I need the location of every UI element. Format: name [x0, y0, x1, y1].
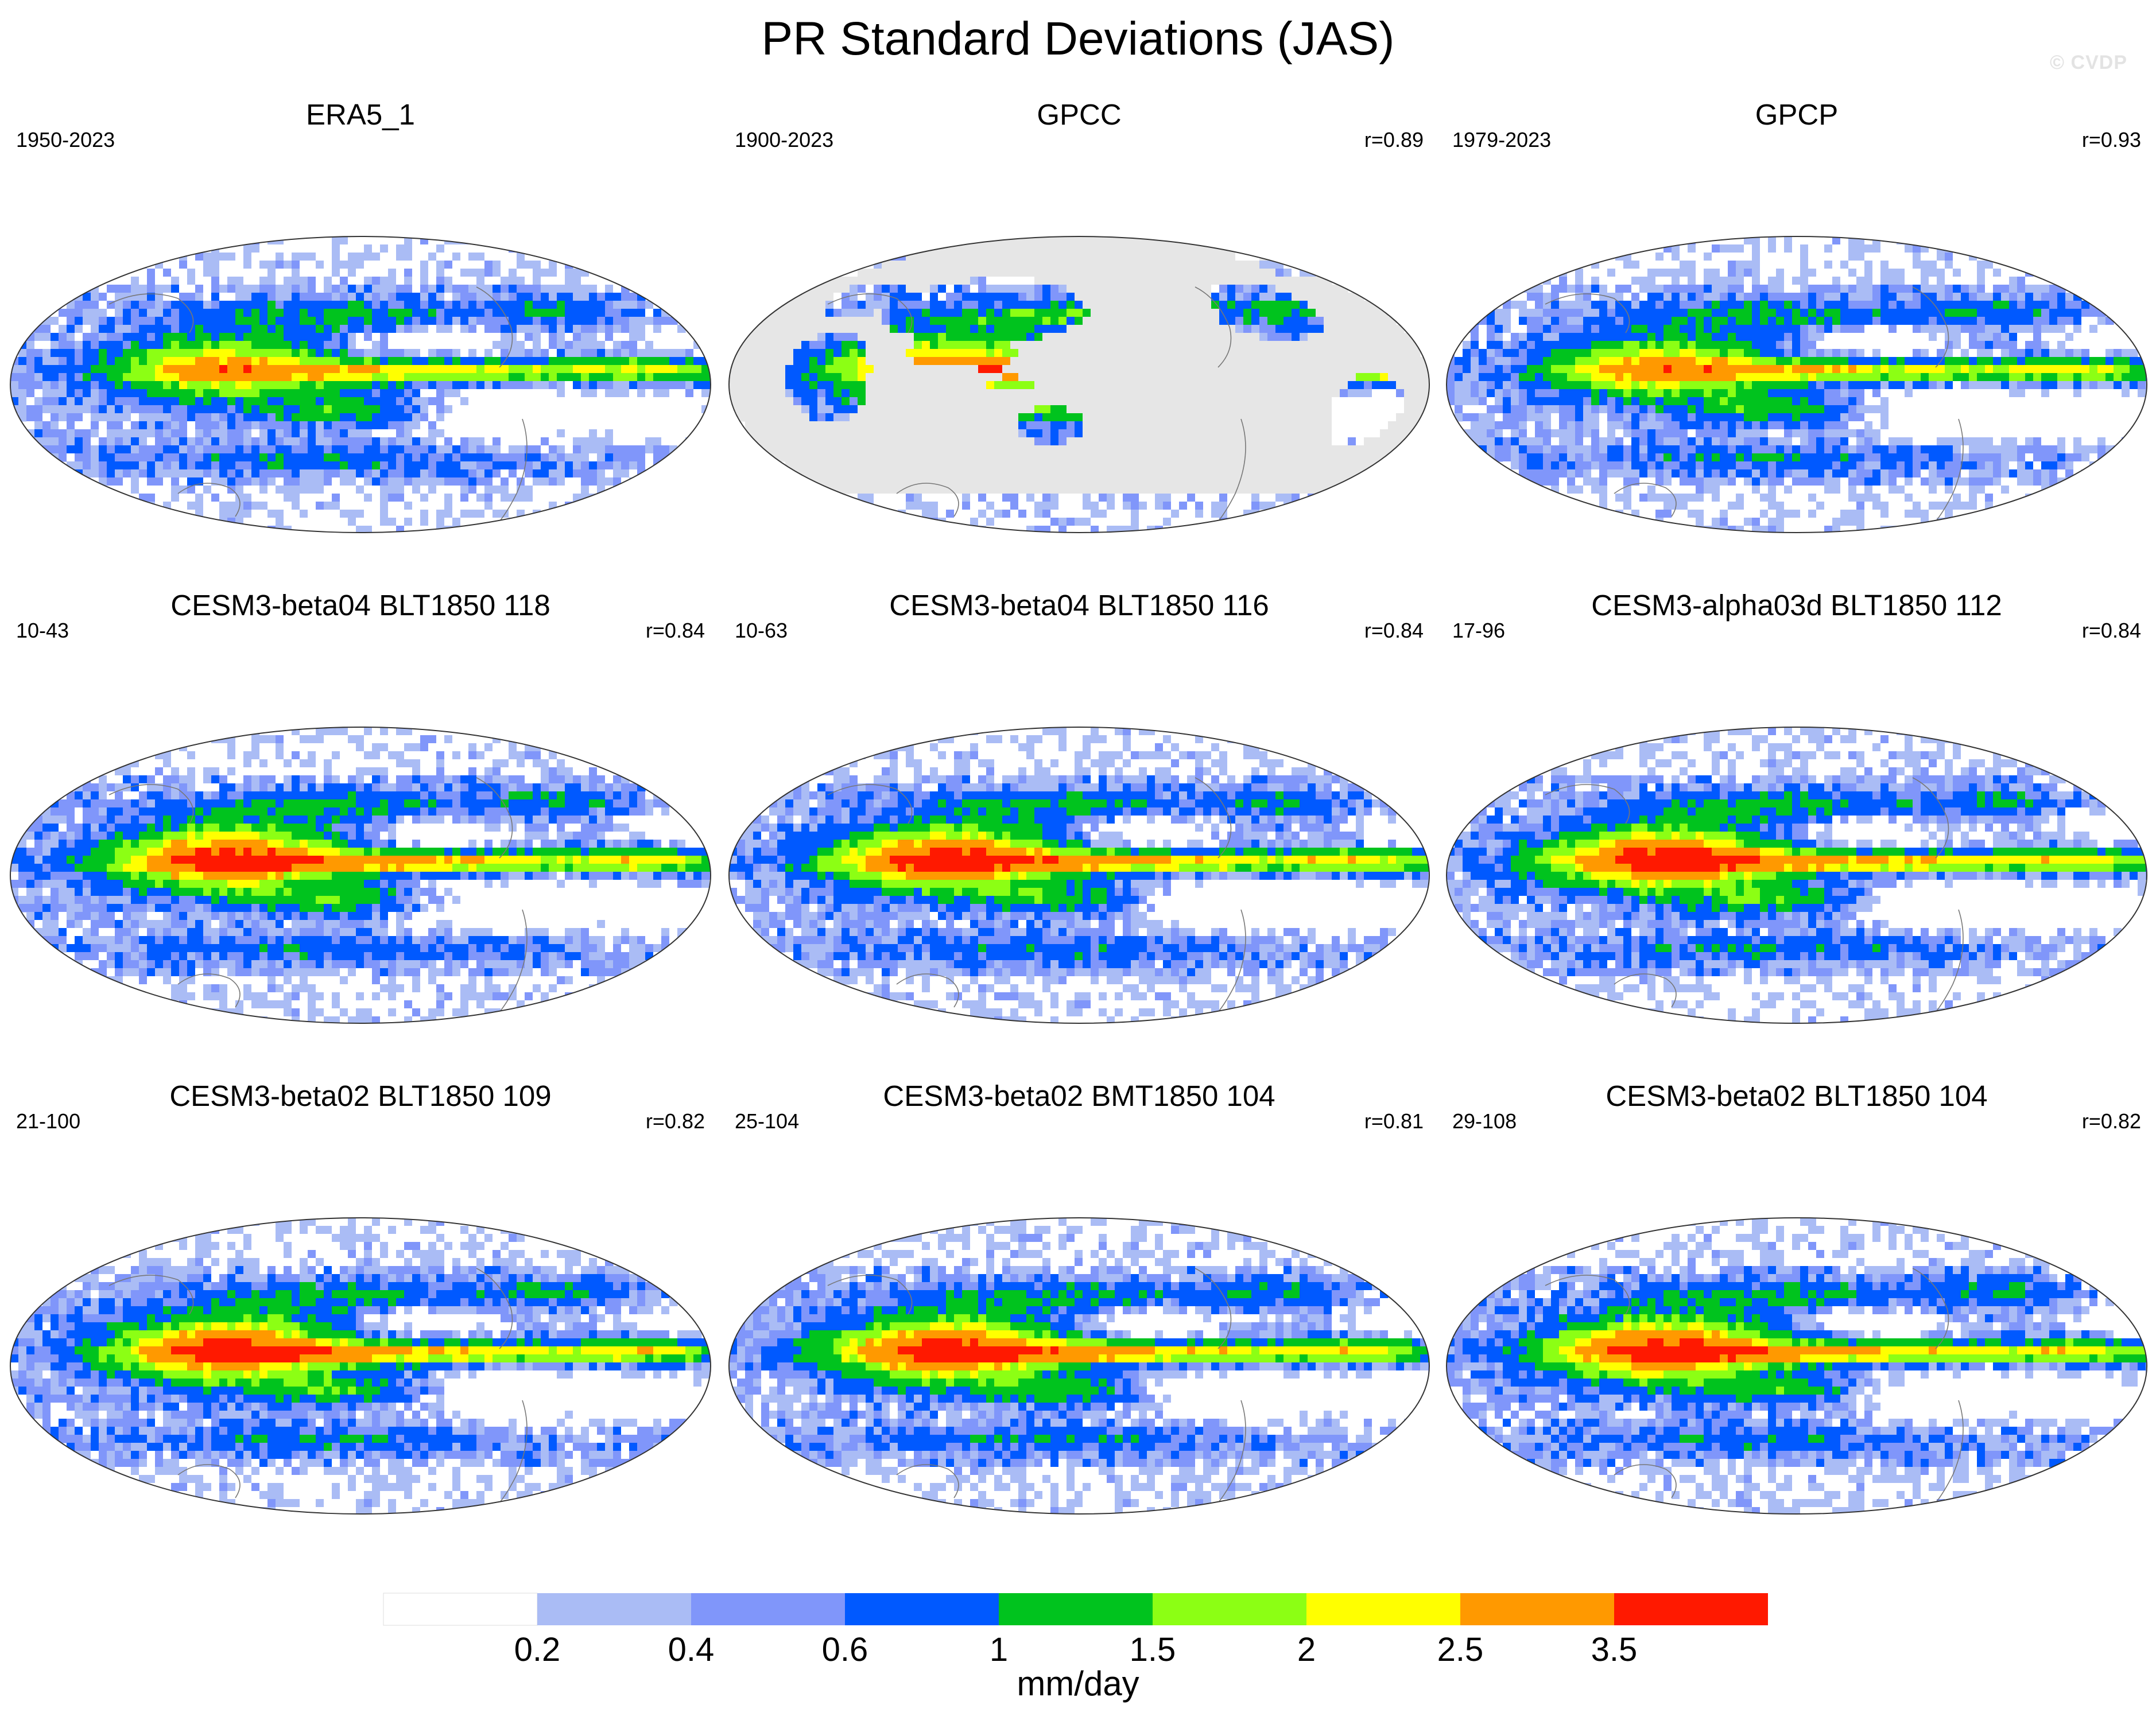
coastlines	[1545, 1268, 1964, 1510]
precip-map	[728, 236, 1430, 533]
colorbar-level-label: 1	[990, 1631, 1008, 1669]
panel-correlation: r=0.82	[646, 1109, 705, 1134]
precip-map	[1446, 727, 2147, 1024]
coastlines	[827, 1268, 1246, 1510]
coastlines	[827, 286, 1246, 529]
panel-years: 1900-2023	[735, 127, 833, 153]
colorbar-level-label: 2.5	[1437, 1631, 1484, 1669]
precip-map	[10, 1217, 711, 1515]
panel-years: 10-63	[735, 618, 788, 643]
panel-title: CESM3-alpha03d BLT1850 112	[1442, 588, 2151, 623]
precip-map	[728, 1217, 1430, 1515]
colorbar-swatch	[383, 1593, 538, 1626]
colorbar-level-label: 0.6	[822, 1631, 868, 1669]
colorbar-swatch	[845, 1593, 999, 1625]
colorbar-units: mm/day	[0, 1664, 2156, 1703]
map-outline	[10, 1217, 711, 1515]
field-cells	[10, 236, 711, 533]
map-outline	[1446, 236, 2147, 533]
field-cells	[1447, 727, 2147, 1023]
field-cells	[729, 727, 1429, 1023]
panel-correlation: r=0.93	[2082, 127, 2141, 153]
colorbar-level-label: 0.4	[668, 1631, 715, 1669]
precip-map	[728, 727, 1430, 1024]
colorbar-swatch	[1614, 1593, 1768, 1625]
colorbar-level-label: 1.5	[1130, 1631, 1176, 1669]
field-cells	[729, 1218, 1429, 1514]
precip-map	[1446, 1217, 2147, 1515]
coastlines	[1545, 286, 1964, 529]
colorbar-swatch	[1153, 1593, 1306, 1625]
map-outline	[1446, 727, 2147, 1024]
colorbar-level-label: 2	[1297, 1631, 1316, 1669]
panel-title: CESM3-beta02 BLT1850 109	[6, 1079, 715, 1113]
map-panel: CESM3-beta04 BLT1850 116 10-63 r=0.84	[724, 588, 1434, 1082]
colorbar-swatch	[691, 1593, 845, 1625]
colorbar-level-label: 3.5	[1591, 1631, 1638, 1669]
map-outline	[10, 727, 711, 1024]
panel-correlation: r=0.82	[2082, 1109, 2141, 1134]
field-cells	[10, 727, 711, 1023]
panel-title: ERA5_1	[6, 98, 715, 132]
figure-title: PR Standard Deviations (JAS)	[0, 10, 2156, 68]
panel-correlation: r=0.84	[646, 618, 705, 643]
colorbar-swatch	[999, 1593, 1153, 1625]
panel-title: CESM3-beta02 BMT1850 104	[724, 1079, 1434, 1113]
watermark: © CVDP	[2050, 52, 2127, 74]
panel-correlation: r=0.81	[1364, 1109, 1424, 1134]
panel-title: CESM3-beta02 BLT1850 104	[1442, 1079, 2151, 1113]
map-panel: CESM3-alpha03d BLT1850 112 17-96 r=0.84	[1442, 588, 2151, 1082]
map-outline	[10, 236, 711, 533]
panel-correlation: r=0.84	[1364, 618, 1424, 643]
panel-title: CESM3-beta04 BLT1850 118	[6, 588, 715, 623]
map-panel: CESM3-beta02 BMT1850 104 25-104 r=0.81	[724, 1079, 1434, 1572]
field-cells	[1447, 236, 2147, 533]
colorbar-swatch	[537, 1593, 691, 1625]
panel-years: 17-96	[1452, 618, 1505, 643]
coastlines	[1545, 777, 1964, 1019]
map-outline	[1446, 1217, 2147, 1515]
coastlines	[827, 777, 1246, 1019]
panel-title: GPCC	[724, 98, 1434, 132]
map-outline	[728, 236, 1430, 533]
map-outline	[728, 727, 1430, 1024]
panel-years: 1979-2023	[1452, 127, 1551, 153]
precip-map	[10, 727, 711, 1024]
map-panel: CESM3-beta02 BLT1850 104 29-108 r=0.82	[1442, 1079, 2151, 1572]
field-cells	[729, 236, 1429, 533]
panel-years: 25-104	[735, 1109, 799, 1134]
coastlines	[108, 1268, 528, 1510]
panel-years: 10-43	[16, 618, 69, 643]
map-panel: GPCC 1900-2023 r=0.89	[724, 98, 1434, 591]
precip-map	[10, 236, 711, 533]
map-panel: CESM3-beta02 BLT1850 109 21-100 r=0.82	[6, 1079, 715, 1572]
panel-years: 29-108	[1452, 1109, 1517, 1134]
field-cells	[10, 1218, 711, 1514]
colorbar-swatch	[1306, 1593, 1460, 1625]
panel-years: 1950-2023	[16, 127, 115, 153]
coastlines	[108, 777, 528, 1019]
panel-title: CESM3-beta04 BLT1850 116	[724, 588, 1434, 623]
colorbar-level-label: 0.2	[514, 1631, 561, 1669]
precip-map	[1446, 236, 2147, 533]
panel-years: 21-100	[16, 1109, 80, 1134]
panel-correlation: r=0.89	[1364, 127, 1424, 153]
panel-correlation: r=0.84	[2082, 618, 2141, 643]
map-panel: GPCP 1979-2023 r=0.93	[1442, 98, 2151, 591]
map-outline	[728, 1217, 1430, 1515]
field-cells	[1447, 1218, 2147, 1514]
coastlines	[108, 286, 528, 529]
map-panel: CESM3-beta04 BLT1850 118 10-43 r=0.84	[6, 588, 715, 1082]
colorbar-swatch	[1460, 1593, 1614, 1625]
panel-title: GPCP	[1442, 98, 2151, 132]
map-panel: ERA5_1 1950-2023	[6, 98, 715, 591]
